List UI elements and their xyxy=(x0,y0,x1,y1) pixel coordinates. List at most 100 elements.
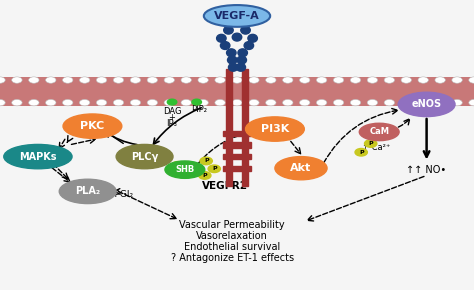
Circle shape xyxy=(283,77,293,83)
Text: Vasorelaxation: Vasorelaxation xyxy=(196,231,268,241)
Text: ? Antagonize ET-1 effects: ? Antagonize ET-1 effects xyxy=(171,253,294,263)
Text: MAPKs: MAPKs xyxy=(19,152,57,162)
Ellipse shape xyxy=(248,35,257,42)
Ellipse shape xyxy=(246,117,304,141)
Bar xyxy=(223,142,251,148)
Text: PIP₂: PIP₂ xyxy=(191,105,207,114)
Circle shape xyxy=(232,99,242,106)
Ellipse shape xyxy=(63,114,122,138)
Circle shape xyxy=(405,106,418,113)
Text: PKC: PKC xyxy=(80,121,105,131)
Text: P: P xyxy=(409,107,414,112)
Ellipse shape xyxy=(4,144,72,169)
Ellipse shape xyxy=(236,64,246,71)
Text: DAG: DAG xyxy=(163,107,182,116)
Ellipse shape xyxy=(59,179,116,204)
Circle shape xyxy=(0,77,5,83)
Circle shape xyxy=(199,172,211,179)
Circle shape xyxy=(181,99,191,106)
Circle shape xyxy=(181,77,191,83)
Circle shape xyxy=(96,77,107,83)
Ellipse shape xyxy=(220,42,230,49)
Circle shape xyxy=(350,99,361,106)
Text: Akt: Akt xyxy=(291,163,311,173)
Circle shape xyxy=(384,99,394,106)
Circle shape xyxy=(63,99,73,106)
Circle shape xyxy=(469,77,474,83)
Circle shape xyxy=(232,77,242,83)
Text: ↑ Ca²⁺: ↑ Ca²⁺ xyxy=(362,143,390,153)
Circle shape xyxy=(167,99,177,105)
Text: IP₃: IP₃ xyxy=(167,119,177,128)
Circle shape xyxy=(249,77,259,83)
Ellipse shape xyxy=(237,56,246,64)
Circle shape xyxy=(333,77,344,83)
Text: PLCγ: PLCγ xyxy=(131,152,158,162)
Circle shape xyxy=(283,99,293,106)
Circle shape xyxy=(265,77,276,83)
Ellipse shape xyxy=(228,56,237,64)
Circle shape xyxy=(317,99,327,106)
Circle shape xyxy=(215,77,225,83)
Bar xyxy=(223,166,251,171)
Circle shape xyxy=(46,99,56,106)
Text: PLA₂: PLA₂ xyxy=(75,186,100,196)
Circle shape xyxy=(418,99,428,106)
Text: ↑↑ NO•: ↑↑ NO• xyxy=(407,165,447,175)
Circle shape xyxy=(164,99,174,106)
Circle shape xyxy=(46,77,56,83)
Ellipse shape xyxy=(227,49,236,57)
Ellipse shape xyxy=(165,161,205,178)
Ellipse shape xyxy=(275,157,327,180)
Circle shape xyxy=(333,99,344,106)
Circle shape xyxy=(130,99,141,106)
Circle shape xyxy=(350,77,361,83)
Ellipse shape xyxy=(116,144,173,169)
Text: P: P xyxy=(202,173,207,178)
Circle shape xyxy=(208,165,220,173)
Circle shape xyxy=(265,99,276,106)
Ellipse shape xyxy=(232,33,242,41)
Circle shape xyxy=(80,77,90,83)
Circle shape xyxy=(435,99,446,106)
Circle shape xyxy=(401,99,411,106)
Text: ↑PGI₂: ↑PGI₂ xyxy=(107,190,133,199)
Circle shape xyxy=(401,77,411,83)
Circle shape xyxy=(367,77,378,83)
Circle shape xyxy=(0,99,5,106)
Circle shape xyxy=(80,99,90,106)
Circle shape xyxy=(198,99,209,106)
Circle shape xyxy=(172,162,184,169)
Ellipse shape xyxy=(241,26,250,34)
Circle shape xyxy=(300,77,310,83)
Text: P: P xyxy=(368,141,373,146)
Text: P: P xyxy=(359,150,364,155)
Ellipse shape xyxy=(238,49,247,57)
Circle shape xyxy=(215,99,225,106)
Circle shape xyxy=(355,148,367,156)
Text: SHB: SHB xyxy=(175,165,194,174)
Circle shape xyxy=(113,77,124,83)
Circle shape xyxy=(192,99,201,105)
Circle shape xyxy=(147,77,157,83)
Ellipse shape xyxy=(359,123,399,141)
Circle shape xyxy=(249,99,259,106)
Bar xyxy=(0,77,474,106)
Bar xyxy=(226,77,232,106)
Ellipse shape xyxy=(224,26,233,34)
Circle shape xyxy=(198,77,209,83)
Circle shape xyxy=(28,77,39,83)
Bar xyxy=(242,106,248,186)
Circle shape xyxy=(300,99,310,106)
Circle shape xyxy=(452,77,462,83)
Circle shape xyxy=(96,99,107,106)
Circle shape xyxy=(28,99,39,106)
Circle shape xyxy=(12,77,22,83)
Text: CaM: CaM xyxy=(369,127,389,137)
Bar xyxy=(223,154,251,159)
Circle shape xyxy=(200,157,212,165)
Circle shape xyxy=(435,77,446,83)
Circle shape xyxy=(469,99,474,106)
Circle shape xyxy=(365,140,377,147)
Text: eNOS: eNOS xyxy=(411,99,442,109)
